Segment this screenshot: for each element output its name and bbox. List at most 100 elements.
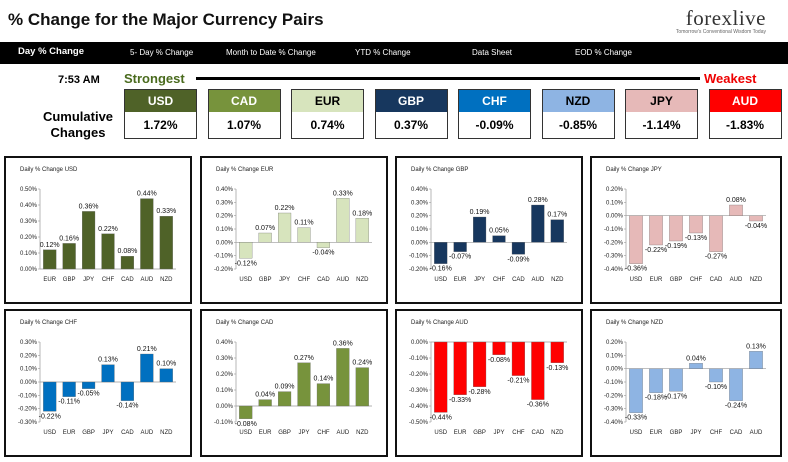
bar-chart: 0.20%0.10%0.00%-0.10%-0.20%-0.30%-0.40%-… [604, 187, 767, 283]
bar-jpy [278, 212, 292, 243]
data-label: 0.33% [333, 190, 353, 197]
currency-card-nzd: NZD -0.85% [541, 89, 615, 139]
x-tick-label: GBP [473, 430, 486, 436]
bar-cad [531, 341, 545, 400]
y-tick-label: -0.20% [409, 372, 429, 378]
data-label: 0.21% [137, 346, 157, 353]
data-label: -0.04% [312, 250, 334, 257]
data-label: -0.22% [645, 247, 667, 254]
data-label: 0.36% [333, 340, 353, 347]
tab-data-sheet[interactable]: Data Sheet [472, 48, 513, 57]
bar-aud [729, 204, 743, 216]
y-tick-label: 0.10% [606, 353, 624, 359]
data-label: 0.16% [59, 235, 79, 242]
tab-eod-change[interactable]: EOD % Change [575, 48, 632, 57]
y-tick-label: -0.10% [214, 420, 234, 426]
data-label: 0.12% [40, 242, 60, 249]
tab-5day-change[interactable]: 5- Day % Change [130, 48, 194, 57]
currency-value: 1.72% [143, 118, 178, 132]
y-tick-label: -0.20% [604, 393, 624, 399]
data-label: 0.18% [352, 210, 372, 217]
bar-cad [120, 256, 134, 270]
x-tick-label: NZD [356, 277, 369, 283]
currency-name: NZD [542, 90, 614, 112]
x-tick-label: CHF [512, 430, 525, 436]
data-label: 0.22% [275, 205, 295, 212]
bar-eur [43, 249, 57, 270]
data-label: 0.09% [275, 384, 295, 391]
x-tick-label: CAD [532, 430, 545, 436]
x-tick-label: EUR [454, 277, 467, 283]
x-tick-label: CAD [710, 277, 723, 283]
bar-usd [239, 405, 253, 419]
currency-name: USD [125, 90, 196, 112]
x-tick-label: CHF [317, 430, 330, 436]
y-tick-label: -0.20% [409, 267, 429, 273]
chart-title: Daily % Change CAD [216, 320, 274, 326]
bar-nzd [355, 218, 369, 243]
bar-aud [336, 198, 350, 243]
forexlive-logo[interactable]: forexlive Tomorrow's Conventional Wisdom… [676, 6, 766, 35]
y-tick-label: 0.00% [216, 240, 234, 246]
bar-chart: 0.30%0.20%0.10%0.00%-0.10%-0.20%-0.30%-0… [18, 340, 176, 436]
x-tick-label: CHF [710, 430, 723, 436]
data-label: -0.36% [625, 266, 647, 273]
x-tick-label: GBP [670, 430, 683, 436]
chart-panel-usd: Daily % Change USD 0.50% 0.40% 0.30% 0.20% 0.… [4, 156, 192, 304]
currency-value: -1.14% [642, 118, 681, 132]
tab-ytd-change[interactable]: YTD % Change [355, 48, 411, 57]
x-tick-label: JPY [279, 277, 290, 283]
data-label: 0.14% [313, 376, 333, 383]
x-tick-label: AUD [730, 277, 743, 283]
data-label: -0.27% [705, 254, 727, 261]
data-label: -0.24% [725, 403, 747, 410]
x-tick-label: CAD [317, 277, 330, 283]
x-tick-label: USD [239, 277, 252, 283]
currency-value: -0.85% [558, 118, 598, 132]
x-tick-label: CHF [493, 277, 506, 283]
data-label: 0.13% [98, 357, 118, 364]
tab-month-to-date[interactable]: Month to Date % Change [226, 48, 316, 57]
y-tick-label: 0.30% [411, 200, 429, 206]
x-tick-label: CHF [298, 277, 311, 283]
data-label: -0.04% [745, 223, 767, 230]
y-tick-label: 0.00% [20, 267, 38, 273]
currency-name: AUD [709, 90, 781, 112]
y-tick-label: 0.10% [216, 388, 234, 394]
logo-text: forexlive [685, 6, 766, 30]
currency-value: -1.83% [725, 118, 765, 132]
x-tick-label: AUD [141, 430, 154, 436]
x-tick-label: JPY [298, 430, 309, 436]
chart-title: Daily % Change JPY [606, 167, 662, 173]
currency-card-jpy: JPY -1.14% [625, 89, 698, 139]
x-tick-label: JPY [690, 430, 701, 436]
x-tick-label: JPY [493, 430, 504, 436]
bar-aud [140, 198, 154, 270]
chart-panel-jpy: Daily % Change JPY 0.20% 0.10% 0.00% -0.10% -… [590, 156, 782, 304]
bar-gbp [258, 232, 272, 243]
bar-chf [709, 368, 723, 383]
strongest-label: Strongest [124, 71, 185, 86]
data-label: 0.17% [547, 212, 567, 219]
data-label: -0.22% [39, 413, 61, 420]
x-tick-label: EUR [63, 430, 76, 436]
bar-gbp [473, 341, 487, 387]
bar-eur [649, 215, 663, 246]
bar-aud [336, 348, 350, 407]
y-tick-label: -0.30% [18, 420, 38, 426]
y-tick-label: 0.40% [411, 187, 429, 193]
x-tick-label: NZD [551, 277, 564, 283]
y-tick-label: -0.10% [214, 254, 234, 260]
data-label: 0.24% [352, 360, 372, 367]
chart-title: Daily % Change USD [20, 167, 78, 173]
bar-jpy [101, 364, 115, 383]
data-label: 0.07% [255, 225, 275, 232]
tab-day-change[interactable]: Day % Change [18, 46, 84, 57]
y-tick-label: -0.10% [409, 254, 429, 260]
bar-aud [531, 204, 545, 243]
y-tick-label: 0.10% [216, 227, 234, 233]
bar-cad [120, 381, 134, 401]
timestamp: 7:53 AM [58, 74, 100, 86]
y-tick-label: -0.20% [18, 407, 38, 413]
currency-name: JPY [626, 90, 697, 112]
